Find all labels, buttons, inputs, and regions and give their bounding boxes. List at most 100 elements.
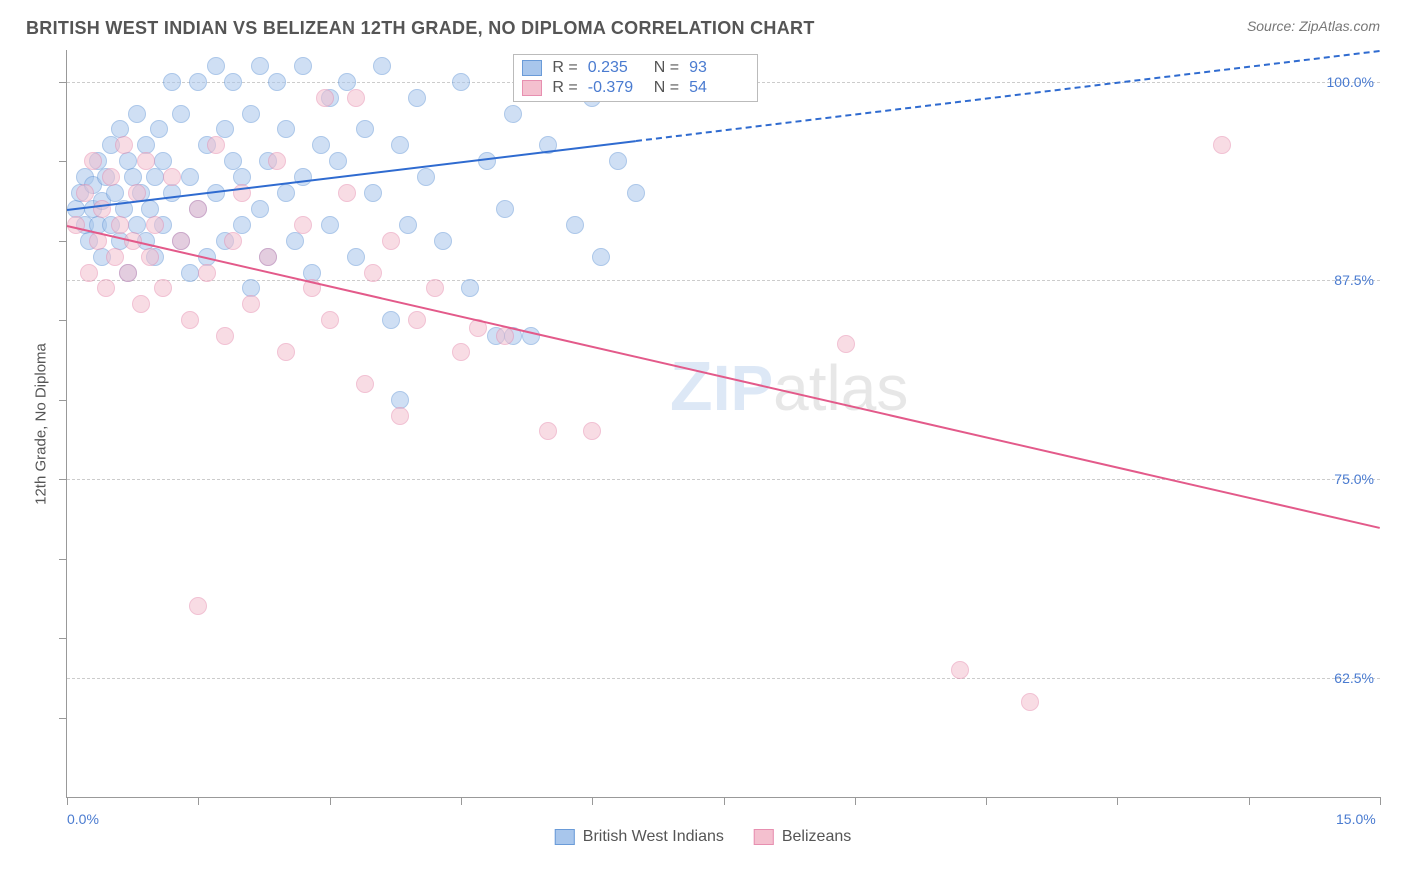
stat-r-label: R = [552,79,577,97]
x-tick [986,797,987,805]
scatter-point [539,422,557,440]
scatter-point [356,120,374,138]
scatter-point [496,327,514,345]
stats-row: R =-0.379N =54 [522,79,745,97]
scatter-point [132,295,150,313]
scatter-point [382,232,400,250]
scatter-point [338,184,356,202]
watermark: ZIPatlas [670,346,908,426]
scatter-point [150,120,168,138]
legend-item: British West Indians [555,828,724,846]
scatter-point [224,73,242,91]
scatter-point [111,216,129,234]
scatter-point [216,327,234,345]
scatter-point [566,216,584,234]
scatter-point [294,168,312,186]
scatter-point [627,184,645,202]
y-tick [59,241,67,242]
stat-n-label: N = [654,59,679,77]
x-tick [67,797,68,805]
y-tick [59,718,67,719]
y-tick-label: 62.5% [1334,670,1374,686]
legend-item: Belizeans [754,828,851,846]
scatter-point [294,57,312,75]
bottom-legend: British West Indians Belizeans [555,828,851,846]
scatter-point [583,422,601,440]
stat-n-label: N = [654,79,679,97]
scatter-point [268,152,286,170]
scatter-point [312,136,330,154]
scatter-point [434,232,452,250]
scatter-point [268,73,286,91]
x-tick [330,797,331,805]
y-tick-label: 87.5% [1334,272,1374,288]
scatter-point [321,311,339,329]
scatter-point [198,264,216,282]
scatter-point [207,57,225,75]
x-tick [198,797,199,805]
scatter-point [609,152,627,170]
x-tick [1249,797,1250,805]
scatter-point [452,73,470,91]
scatter-point [137,152,155,170]
trend-line [67,225,1380,529]
scatter-point [504,105,522,123]
y-tick [59,82,67,83]
scatter-point [461,279,479,297]
stats-row: R =0.235N =93 [522,59,745,77]
scatter-point [417,168,435,186]
scatter-point [364,184,382,202]
scatter-point [102,168,120,186]
legend-label: Belizeans [782,828,851,846]
scatter-point [356,375,374,393]
scatter-point [837,335,855,353]
scatter-point [242,295,260,313]
scatter-point [592,248,610,266]
scatter-point [951,661,969,679]
scatter-point [399,216,417,234]
gridline-h [67,678,1380,679]
scatter-point [347,248,365,266]
stat-r-value: 0.235 [588,59,644,77]
scatter-point [242,105,260,123]
scatter-point [1213,136,1231,154]
scatter-point [408,311,426,329]
scatter-point [316,89,334,107]
gridline-h [67,479,1380,480]
scatter-point [251,200,269,218]
scatter-point [181,168,199,186]
scatter-point [294,216,312,234]
scatter-point [452,343,470,361]
scatter-point [207,136,225,154]
legend-swatch [754,829,774,845]
x-tick-label: 0.0% [67,811,99,827]
scatter-point [426,279,444,297]
scatter-point [141,248,159,266]
scatter-point [321,216,339,234]
scatter-point [146,168,164,186]
y-tick [59,638,67,639]
scatter-point [189,597,207,615]
scatter-point [189,73,207,91]
scatter-point [478,152,496,170]
x-tick-label: 15.0% [1336,811,1376,827]
legend-label: British West Indians [583,828,724,846]
scatter-point [391,407,409,425]
y-tick [59,400,67,401]
scatter-point [373,57,391,75]
scatter-point [391,136,409,154]
scatter-point [364,264,382,282]
y-axis-title: 12th Grade, No Diploma [33,343,50,505]
scatter-point [119,264,137,282]
scatter-point [277,343,295,361]
scatter-point [93,200,111,218]
y-tick-label: 75.0% [1334,471,1374,487]
chart-container: 12th Grade, No Diploma ZIPatlas 62.5% 75.… [26,50,1380,852]
legend-swatch [522,60,542,76]
scatter-point [146,216,164,234]
scatter-point [382,311,400,329]
scatter-point [163,73,181,91]
scatter-point [80,264,98,282]
scatter-point [181,311,199,329]
y-tick [59,559,67,560]
